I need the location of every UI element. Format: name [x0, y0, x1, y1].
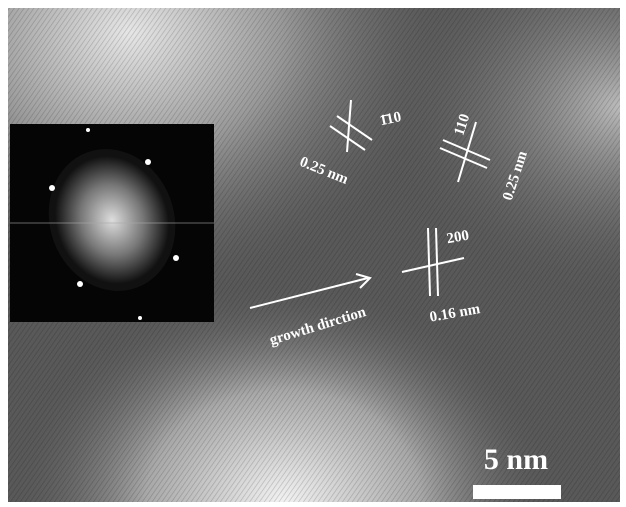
fft-inset: [10, 124, 214, 322]
plane-label: 1̄10: [378, 109, 403, 129]
plane-label: 200: [445, 228, 470, 248]
plane-label: 110: [452, 112, 474, 138]
scale-bar: [473, 485, 561, 499]
scale-label: 5 nm: [484, 443, 548, 476]
markers: [249, 99, 491, 309]
